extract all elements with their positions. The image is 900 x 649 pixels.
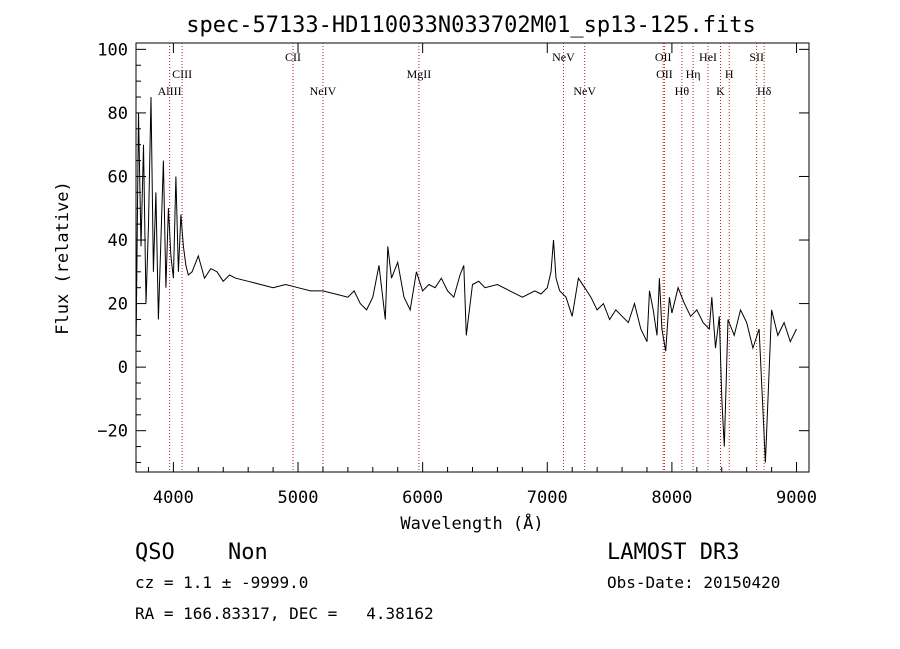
x-tick-label: 8000: [651, 488, 692, 508]
emission-line-label: SII: [749, 50, 764, 64]
emission-line-label: CIII: [172, 67, 192, 81]
emission-line-label: NeV: [573, 84, 596, 98]
emission-line-label: AlIII: [158, 84, 182, 98]
x-tick-label: 4000: [153, 488, 194, 508]
emission-line-labels: AlIIICIIICIINeIVMgIINeVNeVOIIOIIHθHηHeIK…: [158, 50, 772, 98]
survey-label: LAMOST DR3: [607, 540, 739, 565]
x-tick-label: 6000: [402, 488, 443, 508]
y-axis-label: Flux (relative): [53, 181, 73, 335]
x-tick-label: 5000: [278, 488, 319, 508]
x-tick-label: 9000: [776, 488, 817, 508]
coordinates-line: RA = 166.83317, DEC = 4.38162: [135, 604, 434, 623]
emission-line-label: HeI: [699, 50, 717, 64]
y-tick-label: −20: [97, 422, 128, 442]
y-tick-label: 100: [97, 40, 128, 60]
emission-line-label: K: [716, 84, 725, 98]
x-tick-label: 7000: [527, 488, 568, 508]
x-axis-ticks: 4000 5000 6000 7000 8000 9000: [147, 43, 817, 508]
x-axis-label: Wavelength (Å): [400, 512, 543, 534]
y-tick-label: 80: [108, 104, 128, 124]
y-tick-label: 0: [118, 358, 128, 378]
subclass-label: Non: [228, 540, 268, 565]
obs-date-line: Obs-Date: 20150420: [607, 573, 780, 592]
redshift-line: cz = 1.1 ± -9999.0: [135, 573, 308, 592]
y-axis-ticks: −20 0 20 40 60 80 100: [97, 40, 809, 463]
emission-line-label: Hη: [686, 67, 701, 81]
y-tick-label: 20: [108, 295, 128, 315]
y-tick-label: 60: [108, 167, 128, 187]
y-tick-label: 40: [108, 231, 128, 251]
spectrum-series-line: [135, 96, 797, 463]
emission-line-label: OII: [655, 50, 672, 64]
plot-frame: [135, 42, 810, 473]
emission-line-label: MgII: [407, 67, 432, 81]
emission-line-label: NeV: [552, 50, 575, 64]
emission-line-label: CII: [285, 50, 301, 64]
chart-title: spec-57133-HD110033N033702M01_sp13-125.f…: [186, 13, 756, 38]
emission-line-label: OII: [656, 67, 673, 81]
emission-line-markers: [169, 43, 765, 472]
emission-line-label: Hθ: [675, 84, 690, 98]
emission-line-label: NeIV: [310, 84, 337, 98]
emission-line-label: Hδ: [757, 84, 772, 98]
emission-line-label: H: [725, 67, 734, 81]
class-label: QSO: [135, 540, 175, 565]
